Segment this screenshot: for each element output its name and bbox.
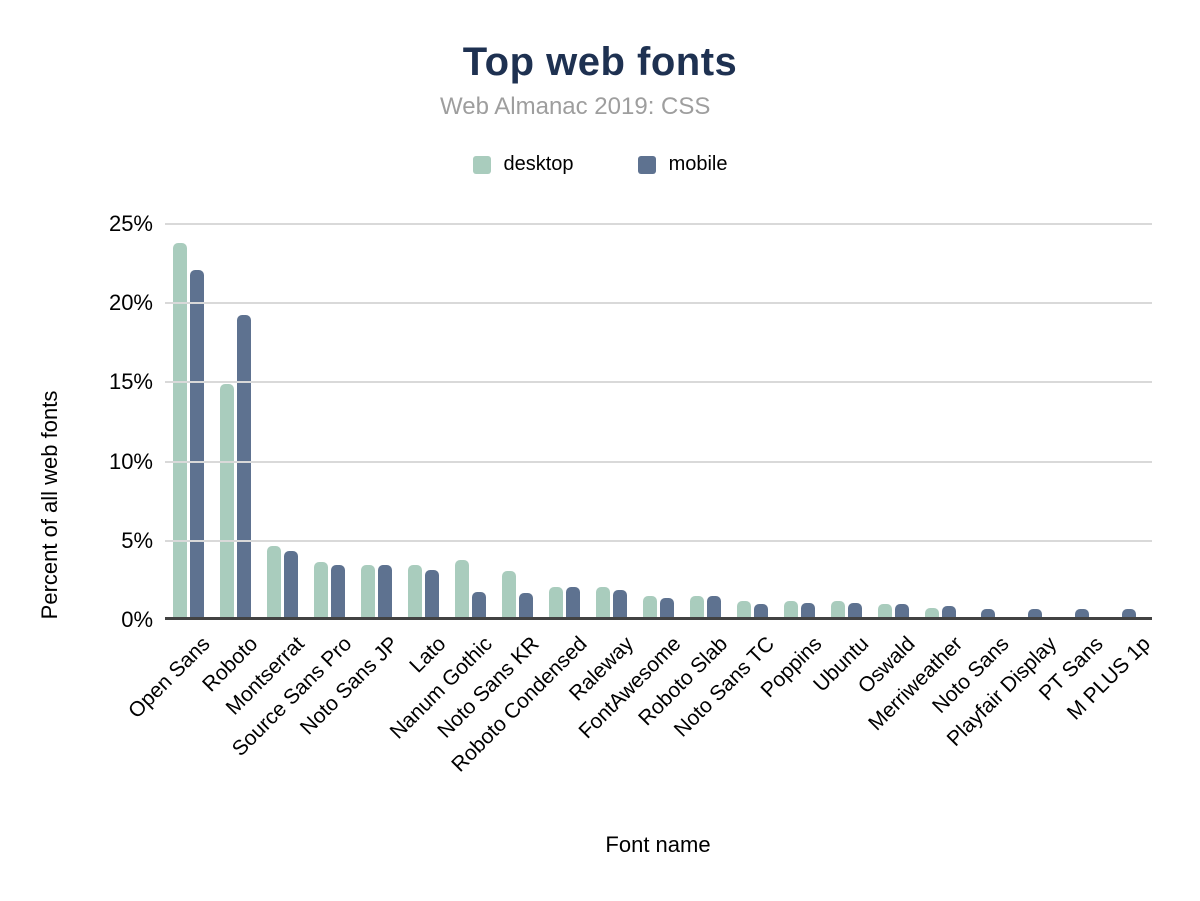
- bar-group-ubuntu: [823, 224, 870, 617]
- bar-group-noto-sans-tc: [729, 224, 776, 617]
- bar-group-oswald: [870, 224, 917, 617]
- y-tick-label-5: 5%: [121, 527, 153, 553]
- bar-mobile-noto-sans-jp[interactable]: [378, 564, 392, 617]
- bar-mobile-nanum-gothic[interactable]: [472, 591, 486, 617]
- bar-mobile-poppins[interactable]: [801, 602, 815, 617]
- legend-label-desktop: desktop: [503, 153, 574, 175]
- y-tick-label-15: 15%: [108, 369, 153, 395]
- bar-mobile-m-plus-1p[interactable]: [1121, 609, 1136, 617]
- bar-desktop-roboto-slab[interactable]: [690, 596, 704, 617]
- bar-group-roboto-condensed: [541, 224, 588, 617]
- y-tick-label-25: 25%: [108, 211, 153, 236]
- bar-group-nanum-gothic: [447, 224, 494, 617]
- bar-desktop-ubuntu[interactable]: [831, 601, 845, 617]
- legend-swatch-mobile: [637, 155, 656, 174]
- chart-title: Top web fonts: [462, 40, 738, 84]
- bar-mobile-oswald[interactable]: [895, 604, 909, 617]
- bar-mobile-source-sans-pro[interactable]: [331, 564, 345, 617]
- bar-desktop-poppins[interactable]: [784, 601, 798, 617]
- bar-group-open-sans: [165, 224, 212, 617]
- bar-mobile-open-sans[interactable]: [190, 270, 204, 617]
- bar-group-lato: [400, 224, 447, 617]
- bar-group-merriweather: [917, 224, 964, 617]
- gridline-25: [165, 223, 1152, 225]
- bar-desktop-lato[interactable]: [408, 564, 422, 617]
- gridline-15: [165, 381, 1152, 384]
- bar-group-pt-sans: [1058, 224, 1105, 617]
- bar-desktop-fontawesome[interactable]: [643, 596, 657, 617]
- bar-desktop-oswald[interactable]: [878, 604, 892, 617]
- bar-desktop-nanum-gothic[interactable]: [455, 560, 469, 617]
- y-tick-label-20: 20%: [108, 290, 153, 316]
- legend-item-desktop: desktop: [472, 153, 574, 176]
- legend-label-mobile: mobile: [668, 153, 728, 175]
- bar-mobile-raleway[interactable]: [613, 590, 627, 617]
- legend: desktop mobile: [0, 153, 1200, 176]
- gridline-10: [165, 460, 1152, 463]
- bar-group-raleway: [588, 224, 635, 617]
- plot-area: 0% 5% 10% 15% 20% 25%: [109, 211, 1152, 632]
- bar-mobile-ubuntu[interactable]: [848, 602, 862, 617]
- bar-desktop-roboto[interactable]: [220, 384, 234, 617]
- bar-group-playfair-display: [1011, 224, 1058, 617]
- bar-desktop-open-sans[interactable]: [173, 243, 187, 617]
- bar-desktop-noto-sans-tc[interactable]: [737, 601, 751, 617]
- bar-mobile-lato[interactable]: [425, 569, 439, 617]
- bar-mobile-playfair-display[interactable]: [1027, 609, 1042, 617]
- bar-group-noto-sans: [964, 224, 1011, 617]
- bar-groups: [165, 224, 1152, 617]
- x-axis-title: Font name: [605, 832, 711, 857]
- bar-mobile-roboto-condensed[interactable]: [566, 586, 580, 617]
- y-tick-label-0: 0%: [121, 607, 153, 632]
- bar-mobile-noto-sans[interactable]: [980, 609, 995, 617]
- bar-desktop-merriweather[interactable]: [925, 607, 939, 617]
- y-tick-label-10: 10%: [108, 448, 153, 474]
- bar-mobile-merriweather[interactable]: [942, 605, 956, 617]
- y-axis-title: Percent of all web fonts: [37, 390, 62, 620]
- bar-desktop-source-sans-pro[interactable]: [314, 561, 328, 617]
- bar-mobile-noto-sans-tc[interactable]: [754, 604, 768, 617]
- bar-group-noto-sans-jp: [353, 224, 400, 617]
- bar-desktop-raleway[interactable]: [596, 586, 610, 617]
- legend-item-mobile: mobile: [637, 153, 728, 176]
- bar-group-m-plus-1p: [1105, 224, 1152, 617]
- bar-desktop-roboto-condensed[interactable]: [549, 586, 563, 617]
- bar-mobile-roboto[interactable]: [237, 314, 251, 617]
- bar-mobile-fontawesome[interactable]: [660, 598, 674, 617]
- bar-mobile-noto-sans-kr[interactable]: [519, 593, 533, 617]
- bar-group-fontawesome: [635, 224, 682, 617]
- bar-group-poppins: [776, 224, 823, 617]
- bar-desktop-noto-sans-jp[interactable]: [361, 564, 375, 617]
- bar-desktop-montserrat[interactable]: [267, 545, 281, 617]
- gridline-20: [165, 302, 1152, 305]
- legend-swatch-desktop: [472, 155, 491, 174]
- bar-group-roboto: [212, 224, 259, 617]
- bar-group-noto-sans-kr: [494, 224, 541, 617]
- bar-group-source-sans-pro: [306, 224, 353, 617]
- chart-subtitle: Web Almanac 2019: CSS: [440, 93, 711, 120]
- bar-group-roboto-slab: [682, 224, 729, 617]
- bar-group-montserrat: [259, 224, 306, 617]
- bar-mobile-roboto-slab[interactable]: [707, 596, 721, 617]
- gridline-5: [165, 539, 1152, 542]
- bar-mobile-montserrat[interactable]: [284, 550, 298, 617]
- bar-desktop-noto-sans-kr[interactable]: [502, 571, 516, 617]
- bar-mobile-pt-sans[interactable]: [1074, 609, 1089, 617]
